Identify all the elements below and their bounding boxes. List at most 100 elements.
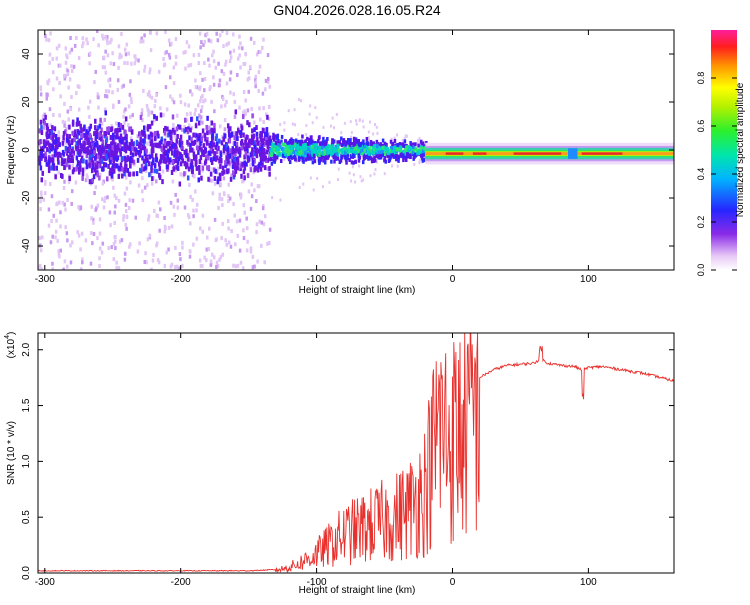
- band-cell: [247, 138, 251, 144]
- noise-speck: [237, 45, 241, 50]
- noise-speck: [220, 69, 224, 74]
- band-cell: [235, 146, 238, 152]
- band-cell: [272, 135, 275, 140]
- band-cell: [315, 151, 318, 156]
- noise-speck: [187, 103, 190, 108]
- band-cell: [255, 153, 259, 159]
- band-cell: [280, 134, 284, 139]
- band-cell: [176, 165, 180, 171]
- band-cell: [38, 160, 42, 166]
- noise-speck: [360, 179, 363, 183]
- band-cell: [266, 114, 269, 120]
- band-cell: [54, 174, 57, 180]
- band-cell: [274, 134, 277, 139]
- band-cell: [58, 142, 61, 148]
- band-cell: [87, 139, 90, 145]
- noise-speck: [181, 127, 184, 132]
- noise-speck: [69, 36, 72, 41]
- noise-speck: [73, 43, 77, 48]
- noise-speck: [254, 84, 257, 89]
- band-cell: [190, 136, 193, 142]
- band-cell: [245, 142, 248, 148]
- noise-speck: [84, 238, 88, 243]
- band-cell: [151, 143, 154, 149]
- band-cell: [274, 147, 277, 152]
- band-cell: [404, 151, 408, 156]
- noise-speck: [81, 44, 84, 49]
- noise-speck: [120, 85, 124, 90]
- band-cell: [251, 139, 255, 145]
- noise-speck: [203, 98, 207, 103]
- noise-speck: [369, 174, 372, 178]
- band-cell: [246, 172, 250, 178]
- noise-speck: [75, 36, 78, 41]
- band-cell: [148, 154, 152, 160]
- noise-speck: [107, 246, 110, 251]
- noise-speck: [193, 112, 197, 117]
- band-cell: [159, 112, 163, 118]
- band-cell: [88, 126, 91, 132]
- band-cell: [112, 168, 116, 174]
- noise-speck: [194, 189, 197, 194]
- band-cell: [311, 160, 315, 165]
- band-cell: [79, 148, 83, 154]
- band-cell: [154, 153, 158, 159]
- noise-speck: [305, 133, 308, 137]
- band-cell: [213, 123, 216, 129]
- band-cell: [259, 133, 262, 139]
- band-cell: [114, 128, 118, 134]
- band-cell: [250, 151, 254, 157]
- band-cell: [317, 146, 321, 151]
- noise-speck: [212, 75, 215, 80]
- band-cell: [147, 161, 151, 167]
- band-cell: [421, 141, 425, 146]
- band-cell: [213, 128, 216, 134]
- band-cell: [354, 146, 358, 151]
- noise-speck: [250, 194, 254, 199]
- band-cell: [192, 151, 196, 157]
- band-cell: [155, 168, 159, 174]
- band-cell: [176, 150, 179, 156]
- band-cell: [54, 150, 58, 156]
- snr-ylabel: SNR (10 * v/v): [6, 421, 17, 485]
- band-cell: [421, 149, 425, 154]
- band-cell: [139, 147, 143, 153]
- band-cell: [131, 152, 135, 158]
- noise-speck: [108, 210, 112, 215]
- band-cell: [67, 154, 70, 160]
- band-cell: [91, 164, 95, 170]
- noise-speck: [251, 254, 255, 259]
- noise-speck: [413, 162, 416, 166]
- noise-speck: [203, 39, 207, 44]
- band-cell: [206, 130, 209, 136]
- noise-speck: [218, 78, 222, 83]
- band-cell: [51, 160, 55, 166]
- noise-speck: [116, 78, 120, 83]
- band-cell: [206, 165, 209, 171]
- band-cell: [158, 166, 162, 172]
- noise-speck: [211, 167, 214, 172]
- band-cell: [141, 145, 145, 151]
- band-cell: [93, 150, 96, 156]
- band-cell: [212, 156, 216, 162]
- band-cell: [327, 144, 330, 149]
- noise-speck: [145, 103, 149, 108]
- band-cell: [109, 167, 112, 173]
- band-cell: [370, 150, 374, 155]
- band-cell: [193, 139, 197, 145]
- band-cell: [217, 145, 220, 151]
- noise-speck: [247, 89, 251, 94]
- band-cell: [206, 136, 209, 142]
- band-cell: [65, 148, 68, 154]
- noise-speck: [127, 104, 131, 109]
- band-cell: [322, 158, 325, 163]
- band-cell: [363, 156, 366, 161]
- band-cell: [414, 142, 417, 147]
- band-cell: [198, 145, 201, 151]
- noise-speck: [194, 78, 197, 83]
- band-cell: [349, 148, 352, 153]
- noise-speck: [264, 87, 267, 92]
- noise-speck: [120, 54, 123, 59]
- band-cell: [374, 148, 378, 153]
- noise-speck: [172, 204, 176, 209]
